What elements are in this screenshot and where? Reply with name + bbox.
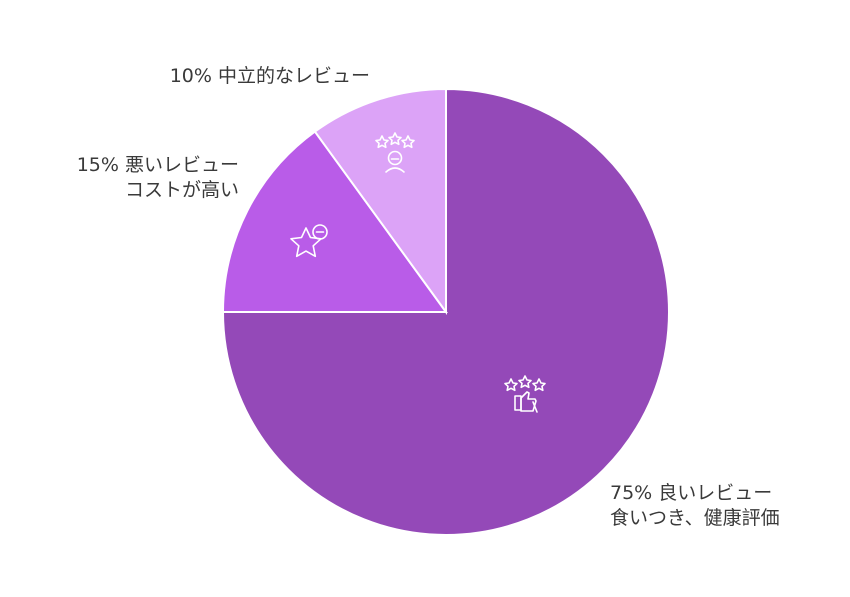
slice-label-line: 10% 中立的なレビュー — [169, 65, 370, 87]
stars-person-neutral-icon — [375, 132, 415, 173]
slice-label-line: 15% 悪いレビュー — [76, 154, 239, 176]
slice-label-line: 食いつき、健康評価 — [610, 507, 780, 529]
slice-label-neutral: 10% 中立的なレビュー — [170, 64, 370, 89]
stars-thumbs-up-icon — [504, 375, 546, 413]
slice-label-bad: 15% 悪いレビュー コストが高い — [77, 153, 239, 203]
slice-label-good: 75% 良いレビュー 食いつき、健康評価 — [610, 481, 780, 531]
pie-slice-0 — [221, 87, 670, 536]
pie-slice-1 — [221, 130, 448, 313]
slice-label-line: 75% 良いレビュー — [610, 482, 773, 504]
pie-slice-2 — [313, 87, 447, 316]
star-minus-icon — [290, 224, 328, 258]
slice-label-line: コストが高い — [124, 179, 239, 201]
